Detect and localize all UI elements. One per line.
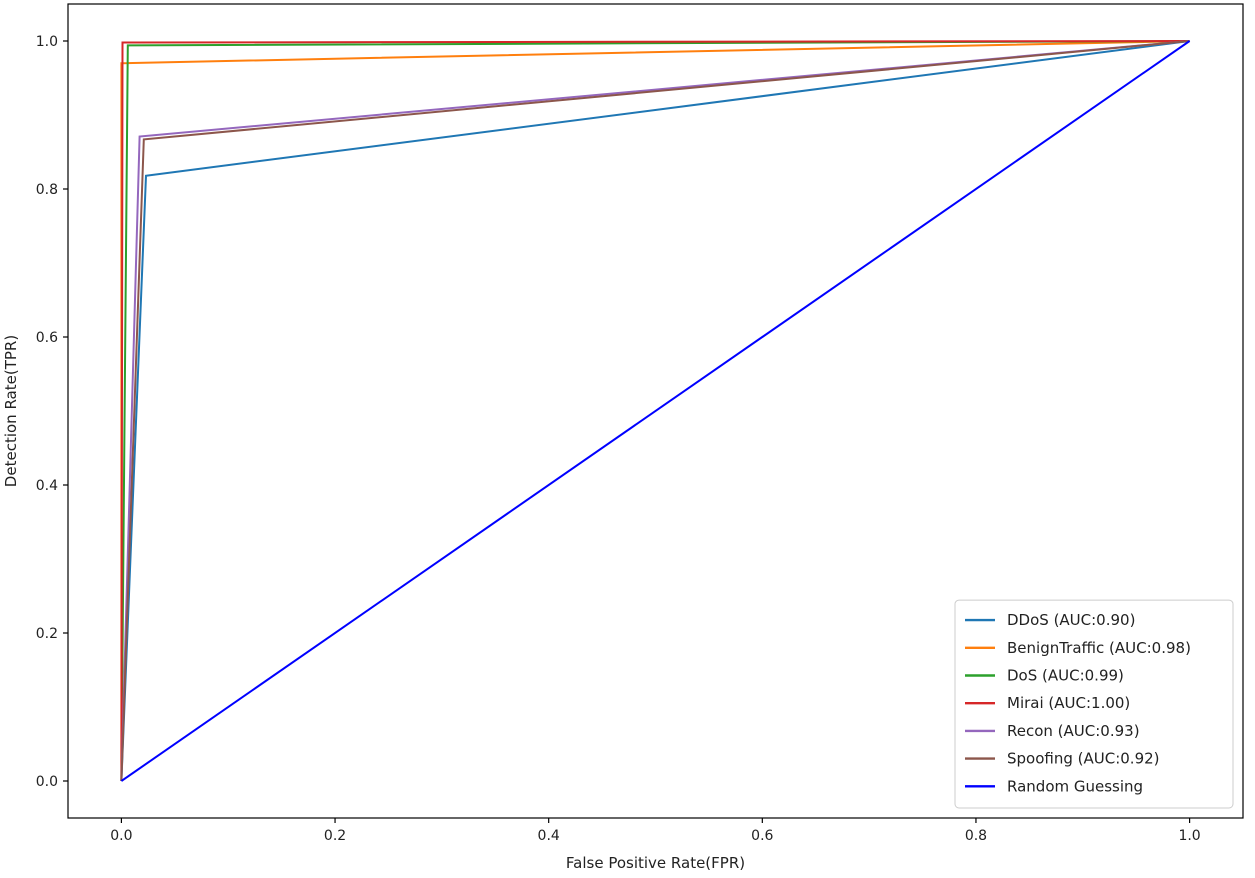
- x-tick-label: 0.2: [324, 828, 346, 844]
- axes-frame: [67, 3, 1244, 819]
- x-tick-label: 0.0: [110, 828, 132, 844]
- legend-entry-label: BenignTraffic (AUC:0.98): [1007, 639, 1191, 657]
- series-line-3: [120, 40, 1190, 782]
- series-line-0: [120, 40, 1190, 782]
- x-tick-label: 0.8: [965, 828, 987, 844]
- series-layer: [120, 40, 1191, 782]
- legend-entry-label: DDoS (AUC:0.90): [1007, 611, 1135, 629]
- legend-box: [954, 599, 1234, 809]
- legend-entry-label: Random Guessing: [1007, 777, 1143, 795]
- series-line-4: [120, 40, 1190, 782]
- x-tick-label: 0.4: [538, 828, 560, 844]
- legend-entry-label: Mirai (AUC:1.00): [1007, 694, 1130, 712]
- legend-entry-label: Spoofing (AUC:0.92): [1007, 750, 1160, 768]
- x-axis-ticks: 0.0 0.2 0.4 0.6 0.8 1.0: [110, 818, 1201, 844]
- series-line-5: [120, 40, 1190, 782]
- legend-entry-label: Recon (AUC:0.93): [1007, 722, 1140, 740]
- y-tick-label: 0.8: [36, 182, 58, 198]
- y-tick-label: 0.0: [36, 774, 58, 790]
- y-tick-label: 0.2: [36, 626, 58, 642]
- legend-entry-label: DoS (AUC:0.99): [1007, 667, 1124, 685]
- y-axis-label: Detection Rate(TPR): [2, 335, 20, 487]
- y-tick-label: 1.0: [36, 34, 58, 50]
- y-tick-label: 0.4: [36, 478, 58, 494]
- y-axis-ticks: 0.0 0.2 0.4 0.6 0.8 1.0: [36, 34, 68, 790]
- y-tick-label: 0.6: [36, 330, 58, 346]
- legend: DDoS (AUC:0.90) BenignTraffic (AUC:0.98) D…: [954, 599, 1234, 809]
- series-line-6: [120, 40, 1191, 782]
- x-tick-label: 1.0: [1178, 828, 1200, 844]
- x-axis-label: False Positive Rate(FPR): [566, 854, 745, 872]
- x-tick-label: 0.6: [751, 828, 773, 844]
